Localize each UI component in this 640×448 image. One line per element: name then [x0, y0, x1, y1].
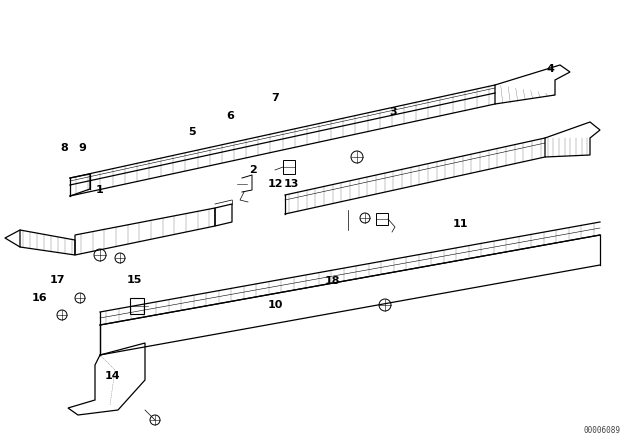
Text: 7: 7: [271, 93, 279, 103]
Text: 2: 2: [249, 165, 257, 175]
Text: 15: 15: [127, 275, 142, 285]
Text: 12: 12: [268, 179, 283, 189]
Bar: [283, 160, 295, 174]
Bar: [376, 213, 388, 225]
Text: 16: 16: [32, 293, 47, 303]
Text: 14: 14: [104, 371, 120, 381]
Text: 5: 5: [188, 127, 196, 137]
Text: 10: 10: [268, 300, 283, 310]
Text: 8: 8: [60, 143, 68, 153]
Text: 4: 4: [547, 65, 554, 74]
Text: 17: 17: [50, 275, 65, 285]
Text: 1: 1: [95, 185, 103, 195]
Text: 18: 18: [325, 276, 340, 286]
Text: 00006089: 00006089: [583, 426, 620, 435]
Text: 13: 13: [284, 179, 299, 189]
Text: 6: 6: [227, 112, 234, 121]
Bar: [130, 298, 144, 314]
Text: 3: 3: [390, 107, 397, 117]
Text: 9: 9: [78, 143, 86, 153]
Text: 11: 11: [453, 219, 468, 229]
